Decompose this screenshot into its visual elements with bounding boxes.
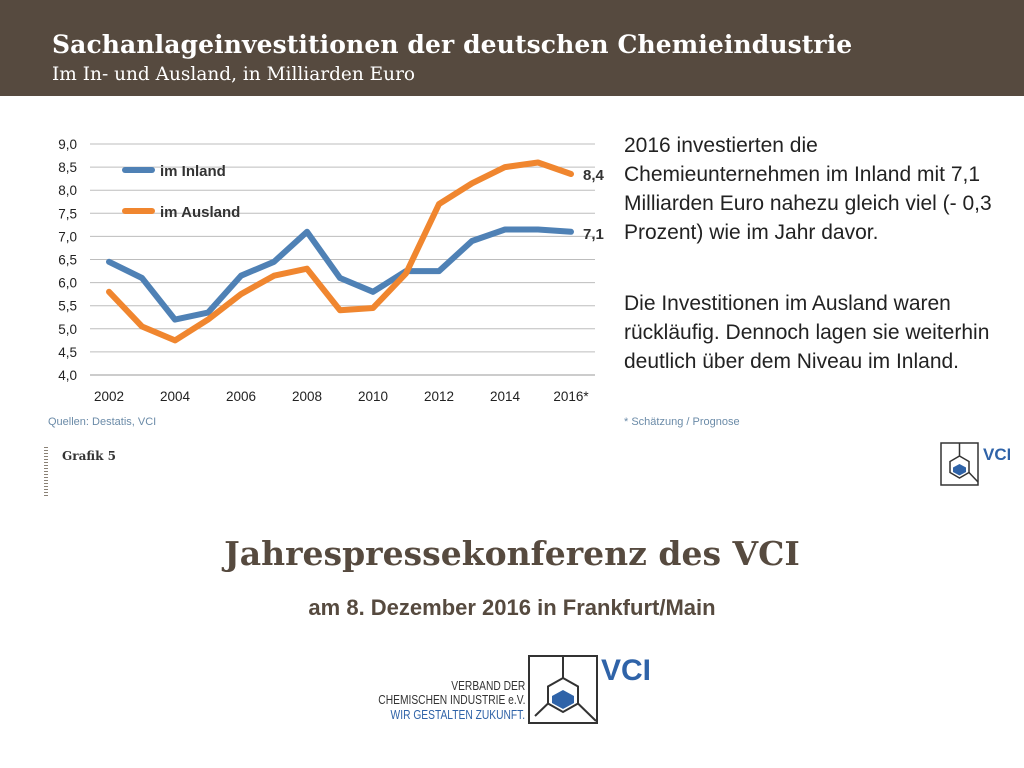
data-point: [338, 276, 342, 280]
data-point: [404, 271, 408, 275]
data-point: [305, 230, 309, 234]
data-point: [470, 239, 474, 243]
data-point: [536, 227, 540, 231]
grafik-marker: [44, 447, 48, 497]
conference-title: Jahrespressekonferenz des VCI: [224, 534, 800, 573]
page-subtitle: Im In- und Ausland, in Milliarden Euro: [52, 64, 416, 85]
data-point: [107, 290, 111, 294]
data-point: [437, 269, 441, 273]
y-tick-label: 7,0: [58, 229, 77, 244]
series-line-ausland: [106, 159, 574, 344]
conference-subtitle: am 8. Dezember 2016 in Frankfurt/Main: [308, 595, 716, 620]
y-tick-label: 8,5: [58, 160, 77, 175]
data-point: [107, 260, 111, 264]
vci-logo-small-icon: VCI: [940, 442, 1010, 486]
data-point: [272, 260, 276, 264]
data-point: [569, 230, 573, 234]
vci-logo-large-text: VCI: [601, 654, 651, 687]
header-bar: Sachanlageinvestitionen der deutschen Ch…: [0, 0, 1024, 96]
x-tick-label: 2012: [424, 389, 454, 404]
data-point: [503, 165, 507, 169]
data-point: [371, 290, 375, 294]
x-tick-label: 2016*: [553, 389, 589, 404]
paragraph-inland: 2016 investierten die Chemieunternehmen …: [624, 134, 992, 244]
y-tick-label: 8,0: [58, 183, 77, 198]
data-point: [569, 172, 573, 176]
legend-label: im Ausland: [160, 204, 240, 221]
data-point: [272, 274, 276, 278]
data-point: [206, 318, 210, 322]
association-line-2: CHEMISCHEN INDUSTRIE e.V.: [377, 693, 525, 707]
data-point: [206, 311, 210, 315]
data-point: [371, 306, 375, 310]
chart-source: Quellen: Destatis, VCI: [48, 416, 157, 428]
data-point: [536, 160, 540, 164]
grafik-label: Grafik 5: [62, 449, 116, 463]
y-tick-label: 5,0: [58, 322, 77, 337]
x-tick-label: 2014: [490, 389, 521, 404]
y-tick-label: 6,5: [58, 253, 77, 268]
end-value-label: 7,1: [583, 226, 604, 243]
data-point: [338, 308, 342, 312]
data-point: [305, 267, 309, 271]
x-tick-label: 2006: [226, 389, 256, 404]
page-title: Sachanlageinvestitionen der deutschen Ch…: [52, 30, 853, 59]
data-point: [470, 181, 474, 185]
data-point: [140, 324, 144, 328]
association-line-1: VERBAND DER: [450, 679, 525, 693]
data-point: [173, 338, 177, 342]
x-tick-label: 2008: [292, 389, 322, 404]
chart-series: 7,1 8,4: [106, 159, 605, 344]
data-point: [503, 227, 507, 231]
x-tick-label: 2004: [160, 389, 191, 404]
x-tick-label: 2002: [94, 389, 124, 404]
legend-label: im Inland: [160, 163, 226, 180]
data-point: [437, 202, 441, 206]
data-point: [173, 318, 177, 322]
data-point: [239, 292, 243, 296]
vci-logo-large: VERBAND DER CHEMISCHEN INDUSTRIE e.V. WI…: [372, 652, 662, 727]
x-tick-label: 2010: [358, 389, 388, 404]
y-tick-label: 5,5: [58, 299, 77, 314]
y-tick-label: 7,5: [58, 206, 77, 221]
paragraph-ausland: Die Investitionen im Ausland waren rückl…: [624, 292, 990, 373]
end-value-label: 8,4: [583, 167, 605, 184]
y-tick-label: 9,0: [58, 137, 77, 152]
y-axis-ticks: 4,0 4,5 5,0 5,5 6,0 6,5 7,0 7,5 8,0 8,5 9,0: [58, 137, 77, 383]
x-axis-ticks: 2002 2004 2006 2008 2010 2012 2014 2016*: [94, 389, 589, 404]
vci-logo-small-text: VCI: [983, 445, 1010, 464]
association-slogan: WIR GESTALTEN ZUKUNFT.: [390, 708, 525, 722]
data-point: [140, 276, 144, 280]
chart-legend: im Inland im Ausland: [122, 163, 240, 221]
data-point: [239, 274, 243, 278]
y-tick-label: 4,0: [58, 368, 77, 383]
estimate-note: * Schätzung / Prognose: [624, 416, 740, 428]
y-tick-label: 6,0: [58, 276, 77, 291]
vci-logo-large-icon: VCI: [528, 654, 651, 724]
y-tick-label: 4,5: [58, 345, 77, 360]
